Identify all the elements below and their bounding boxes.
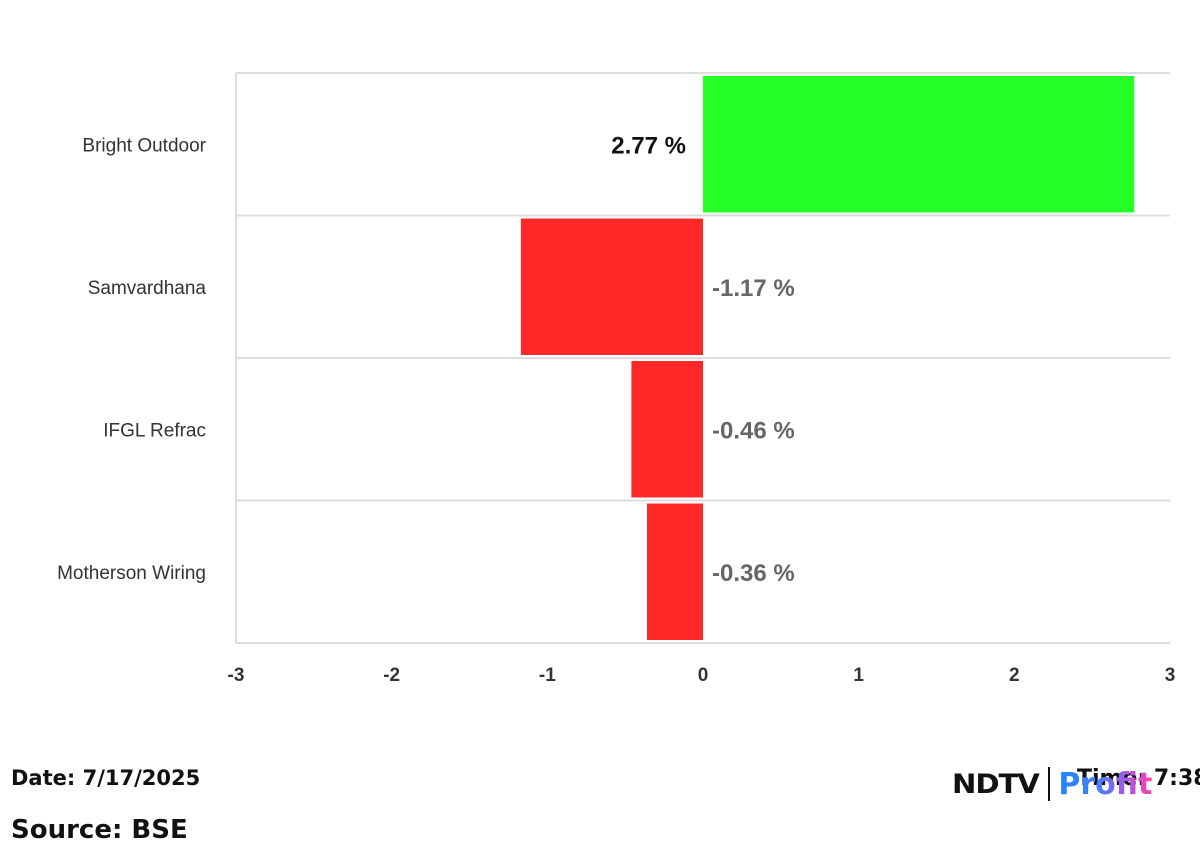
logo-profit-text: Profit	[1058, 766, 1153, 802]
x-tick-label: -3	[228, 665, 245, 686]
logo-ndtv-text: NDTV	[952, 768, 1040, 800]
x-tick-label: -1	[539, 665, 556, 686]
x-tick-label: 3	[1165, 665, 1176, 686]
category-labels: Bright Outdoor Samvardhana IFGL Refrac Moth…	[57, 135, 207, 584]
x-tick-label: 0	[698, 665, 709, 686]
category-label: Samvardhana	[88, 278, 207, 299]
data-labels: 2.77 % -1.17 % -0.46 % -0.36 %	[611, 132, 794, 587]
bar	[703, 76, 1135, 213]
data-label: -1.17 %	[712, 275, 795, 302]
x-tick-label: 1	[853, 665, 864, 686]
data-label: 2.77 %	[611, 132, 686, 159]
category-label: Bright Outdoor	[82, 135, 206, 156]
bars	[520, 76, 1135, 640]
grid-lines	[235, 72, 1170, 644]
ndtv-profit-logo: NDTV Profit	[952, 764, 1152, 804]
date-label: Date: 7/17/2025	[11, 766, 201, 790]
data-label: -0.36 %	[712, 560, 795, 587]
logo-divider	[1048, 767, 1051, 801]
category-label: IFGL Refrac	[103, 420, 206, 441]
bar	[631, 361, 703, 498]
bar	[520, 218, 703, 355]
source-label: Source: BSE	[11, 815, 188, 845]
bar	[646, 503, 703, 640]
category-label: Motherson Wiring	[57, 563, 206, 584]
time-label: Time: 7:38	[1077, 766, 1200, 791]
bar-chart: Bright Outdoor Samvardhana IFGL Refrac Moth…	[57, 72, 1176, 686]
x-tick-label: -2	[383, 665, 400, 686]
data-label: -0.46 %	[712, 417, 795, 444]
x-axis-ticks: -3 -2 -1 0 1 2 3	[228, 665, 1176, 686]
x-tick-label: 2	[1009, 665, 1020, 686]
